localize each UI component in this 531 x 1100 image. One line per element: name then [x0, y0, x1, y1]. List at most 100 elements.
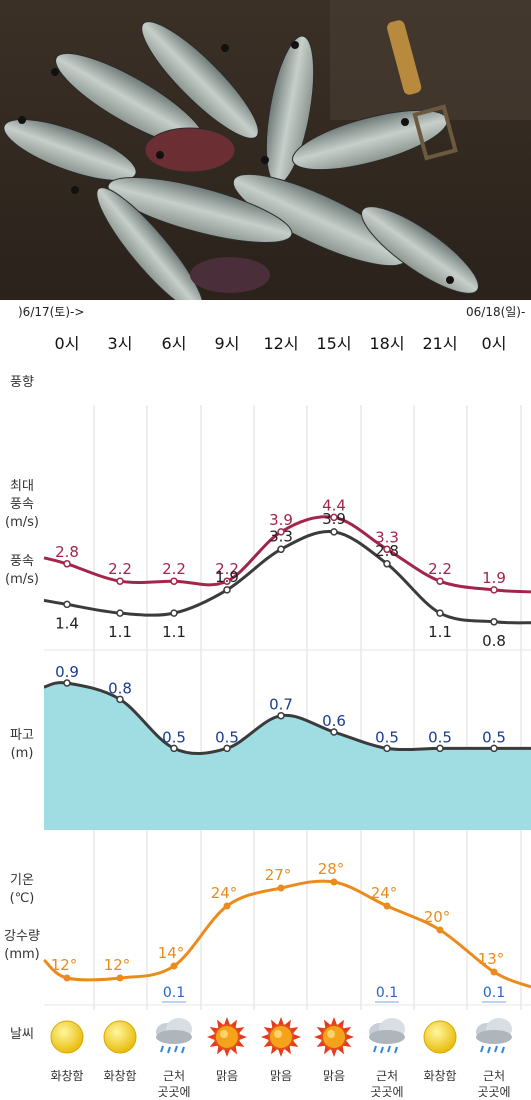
wave-value: 0.7	[269, 696, 293, 714]
temperature-point	[63, 974, 71, 982]
forecast-chart: 2.82.2 2.2 2.23.94.43.32.2 1.91.4 1.1 1.11.93…	[42, 405, 531, 1010]
wave-point	[63, 679, 71, 687]
max-wind-point	[436, 577, 444, 585]
wave-point	[170, 744, 178, 753]
max-wind-point	[330, 513, 338, 522]
temperature-value: 24°	[371, 884, 398, 902]
wind-speed-point	[170, 609, 178, 617]
weather-label-text: 맑음	[322, 1069, 346, 1083]
wave-value: 0.5	[482, 728, 506, 746]
hour-label: 0시	[54, 334, 80, 353]
weather-label-text: 화창함	[50, 1069, 84, 1083]
temperature-point	[436, 926, 444, 934]
temp-label: 기온 (℃)	[9, 873, 35, 906]
weather-label-text: 맑음	[269, 1069, 293, 1083]
weather-label-text: 화창함	[423, 1069, 457, 1083]
temperature-point	[277, 884, 285, 892]
max-wind-point	[223, 577, 231, 585]
rain-value: 0.1	[376, 985, 398, 1001]
wave-point	[490, 744, 498, 753]
wind-speed-value: 1.1	[162, 623, 186, 641]
wind-speed-point	[116, 609, 124, 617]
rain-bar	[162, 1001, 186, 1003]
max-wind-value: 3.9	[269, 511, 293, 529]
wind-direction-label: 풍향	[10, 375, 34, 390]
wind-speed-point	[277, 545, 285, 554]
temperature-value: 28°	[318, 860, 345, 878]
wave-point	[223, 744, 231, 753]
wave-value: 0.9	[55, 663, 79, 681]
weather-label: 날씨	[10, 1027, 34, 1042]
date-right: 06/18(일)-	[466, 305, 526, 319]
wind-speed-value: 1.9	[215, 568, 239, 586]
fish-photo	[0, 0, 531, 300]
weather-label-text: 근처 곳곳에	[157, 1069, 191, 1099]
wind-speed-point	[436, 609, 444, 617]
sun-icon	[413, 1016, 467, 1058]
wave-value: 0.5	[375, 728, 399, 746]
wave-point	[116, 695, 124, 704]
wind-speed-value: 1.1	[108, 623, 132, 641]
max-wind-label: 최대 풍속 (m/s)	[5, 479, 39, 530]
rain-bar	[482, 1001, 506, 1003]
hour-label: 6시	[161, 334, 187, 353]
weather-label-text: 화창함	[103, 1069, 137, 1083]
wave-point	[277, 711, 285, 720]
max-wind-value: 3.3	[375, 528, 399, 546]
wind-speed-point	[63, 600, 71, 609]
wind-speed-value: 1.1	[428, 623, 452, 641]
wave-value: 0.5	[428, 728, 452, 746]
wave-point	[383, 744, 391, 753]
hour-label: 9시	[214, 334, 240, 353]
wind-speed-value: 0.8	[482, 632, 506, 650]
max-wind-point	[277, 528, 285, 536]
wave-area	[44, 682, 531, 830]
max-wind-value: 1.9	[482, 569, 506, 587]
weather-label-text: 근처 곳곳에	[477, 1069, 511, 1099]
max-wind-value: 2.2	[162, 560, 186, 578]
wind-speed-value: 3.9	[322, 510, 346, 528]
wind-speed-value: 1.4	[55, 614, 79, 632]
date-left: )6/17(토)->	[18, 305, 85, 319]
max-wind-value: 2.8	[55, 543, 79, 561]
max-wind-value: 2.2	[108, 560, 132, 578]
sun-icon	[93, 1016, 147, 1058]
temperature-value: 20°	[424, 908, 451, 926]
temperature-point	[490, 968, 498, 976]
wave-value: 0.8	[108, 679, 132, 697]
temperature-value: 27°	[265, 866, 292, 884]
hour-label: 12시	[263, 334, 299, 353]
rain-value: 0.1	[163, 985, 185, 1001]
rain-value: 0.1	[483, 985, 505, 1001]
temperature-value: 24°	[211, 884, 238, 902]
temperature-point	[383, 902, 391, 910]
rain-cloud-icon	[360, 1016, 414, 1058]
hour-label: 0시	[481, 334, 507, 353]
hot-sun-icon	[254, 1016, 308, 1058]
weather-label-text: 맑음	[215, 1069, 239, 1083]
temperature-point	[170, 962, 178, 970]
hour-label: 21시	[422, 334, 458, 353]
temperature-value: 12°	[51, 956, 78, 974]
wave-point	[330, 728, 338, 736]
wind-speed-label: 풍속 (m/s)	[5, 554, 39, 587]
rain-label: 강수량 (mm)	[4, 929, 40, 962]
temperature-point	[116, 974, 124, 982]
wind-speed-point	[330, 528, 338, 536]
max-wind-point	[490, 586, 498, 594]
hour-label: 3시	[107, 334, 133, 353]
temperature-value: 13°	[478, 950, 505, 968]
temperature-point	[330, 878, 338, 886]
max-wind-point	[383, 545, 391, 554]
hour-label: 18시	[369, 334, 405, 353]
wave-value: 0.6	[322, 712, 346, 730]
wind-speed-point	[383, 560, 391, 568]
wave-label: 파고 (m)	[10, 728, 34, 761]
hot-sun-icon	[307, 1016, 361, 1058]
wind-speed-point	[223, 586, 231, 594]
temperature-point	[223, 902, 231, 910]
rain-cloud-icon	[467, 1016, 521, 1058]
wave-point	[436, 744, 444, 753]
max-wind-value: 2.2	[428, 560, 452, 578]
max-wind-point	[63, 560, 71, 568]
